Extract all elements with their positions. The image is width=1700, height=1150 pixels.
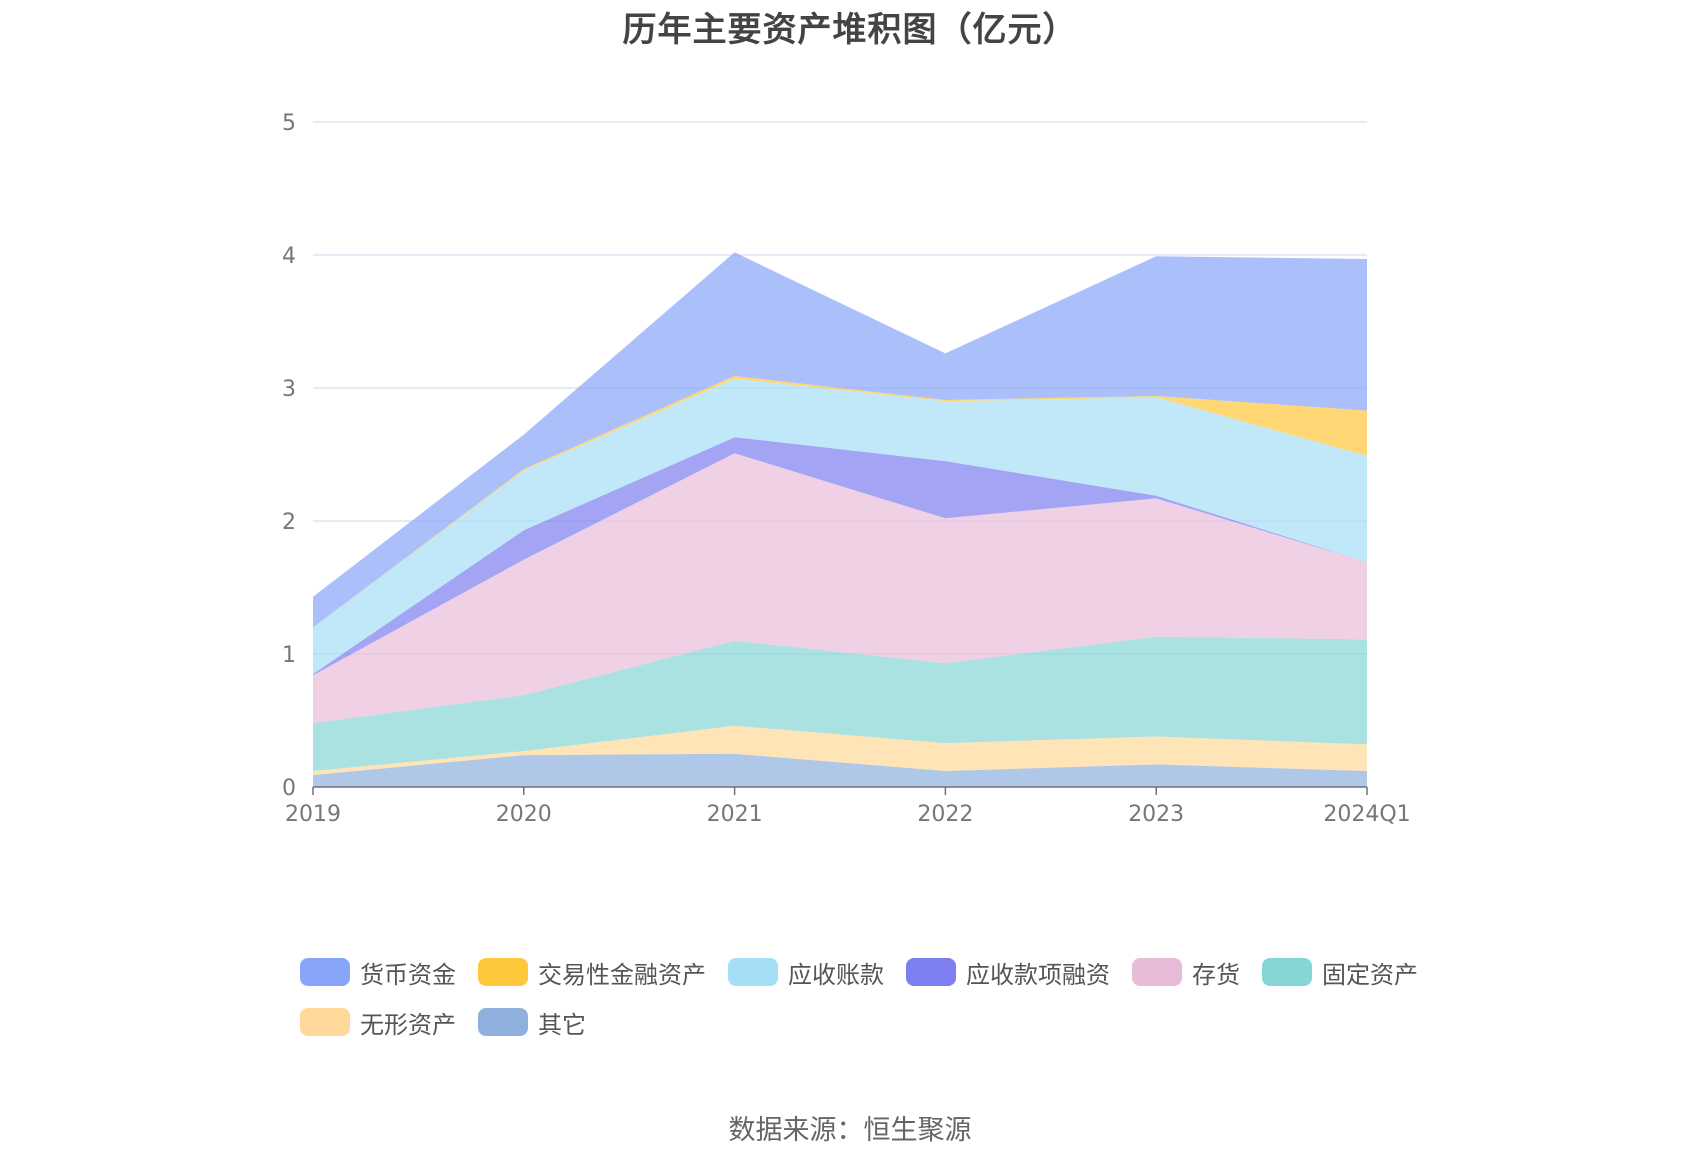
legend-label: 货币资金 bbox=[360, 960, 456, 989]
axis-layer: 0 1 2 3 4 5 2019 2020 2021 2022 2023 2024Q1 bbox=[282, 111, 1411, 827]
x-tick-label: 2019 bbox=[285, 802, 341, 827]
y-tick-label: 0 bbox=[282, 776, 296, 801]
area-series-2[interactable] bbox=[313, 636, 1367, 771]
x-tick-label: 2020 bbox=[496, 802, 552, 827]
y-tick-label: 1 bbox=[282, 643, 296, 668]
legend: 货币资金 交易性金融资产 应收账款 应收款项融资 存货 固定资产无形资产 其它 bbox=[300, 954, 1450, 1040]
legend-item[interactable]: 无形资产 bbox=[300, 1004, 456, 1040]
chart-title: 历年主要资产堆积图（亿元） bbox=[622, 10, 1078, 50]
legend-item[interactable]: 存货 bbox=[1132, 954, 1240, 990]
legend-label: 无形资产 bbox=[360, 1010, 456, 1039]
area-layer bbox=[313, 252, 1367, 787]
legend-swatch bbox=[300, 1008, 350, 1036]
legend-label: 其它 bbox=[538, 1010, 586, 1039]
legend-item[interactable]: 货币资金 bbox=[300, 954, 456, 990]
y-tick-label: 2 bbox=[282, 510, 296, 535]
legend-swatch bbox=[478, 1008, 528, 1036]
legend-item[interactable]: 交易性金融资产 bbox=[478, 954, 706, 990]
x-tick-label: 2021 bbox=[707, 802, 763, 827]
y-tick-label: 5 bbox=[282, 111, 296, 136]
legend-item[interactable]: 固定资产 bbox=[1262, 954, 1418, 990]
area-series-7[interactable] bbox=[313, 252, 1367, 628]
y-tick-label: 4 bbox=[282, 244, 296, 269]
area-series-4[interactable] bbox=[313, 437, 1367, 676]
legend-swatch bbox=[1132, 958, 1182, 986]
legend-item[interactable]: 应收款项融资 bbox=[906, 954, 1110, 990]
legend-label: 交易性金融资产 bbox=[538, 960, 706, 989]
legend-swatch bbox=[1262, 958, 1312, 986]
x-tick-label: 2022 bbox=[917, 802, 973, 827]
legend-item[interactable]: 应收账款 bbox=[728, 954, 884, 990]
y-tick-label: 3 bbox=[282, 377, 296, 402]
legend-label: 固定资产 bbox=[1322, 960, 1418, 989]
legend-label: 应收款项融资 bbox=[966, 960, 1110, 989]
legend-swatch bbox=[728, 958, 778, 986]
legend-label: 存货 bbox=[1192, 960, 1240, 989]
legend-item[interactable]: 其它 bbox=[478, 1004, 586, 1040]
area-series-0[interactable] bbox=[313, 753, 1367, 787]
legend-swatch bbox=[478, 958, 528, 986]
area-series-5[interactable] bbox=[313, 378, 1367, 674]
legend-label: 应收账款 bbox=[788, 960, 884, 989]
x-tick-label: 2023 bbox=[1128, 802, 1184, 827]
area-series-1[interactable] bbox=[313, 725, 1367, 775]
legend-swatch bbox=[300, 958, 350, 986]
area-series-3[interactable] bbox=[313, 453, 1367, 724]
legend-swatch bbox=[906, 958, 956, 986]
x-tick-label: 2024Q1 bbox=[1323, 802, 1410, 827]
data-source-note: 数据来源：恒生聚源 bbox=[728, 1115, 972, 1146]
